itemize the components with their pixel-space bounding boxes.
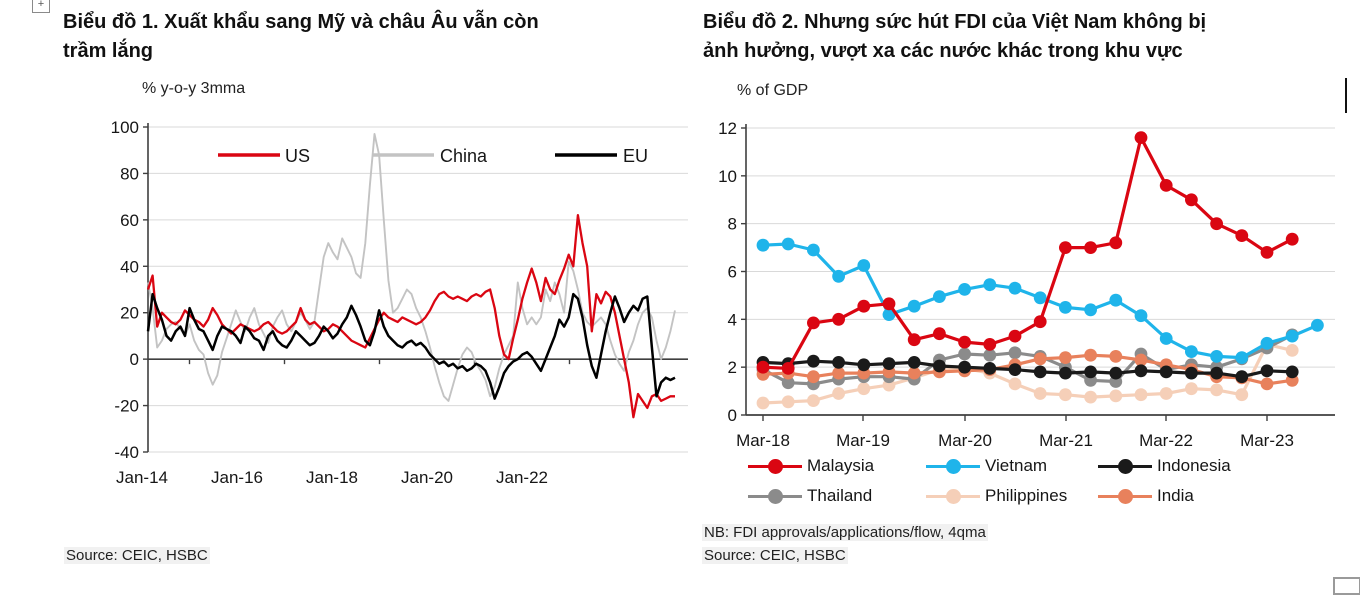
legend-marker-philippines-icon [926, 488, 980, 504]
chart2-unit-label: % of GDP [737, 82, 809, 99]
legend-label-philippines: Philippines [985, 486, 1068, 505]
legend-label-vietnam: Vietnam [985, 456, 1048, 475]
legend-item-vietnam: Vietnam [926, 453, 1047, 479]
svg-text:-20: -20 [114, 397, 139, 416]
svg-text:Mar-23: Mar-23 [1240, 431, 1294, 450]
svg-text:Mar-22: Mar-22 [1139, 431, 1193, 450]
legend-item-malaysia: Malaysia [748, 453, 874, 479]
svg-text:Jan-22: Jan-22 [496, 468, 548, 487]
svg-text:40: 40 [120, 257, 139, 276]
legend-marker-vietnam-icon [926, 458, 980, 474]
chart2-series-malaysia [762, 136, 1293, 370]
legend-label-indonesia: Indonesia [1157, 456, 1231, 475]
legend-marker-malaysia-icon [748, 458, 802, 474]
chart1-unit-label: % y-o-y 3mma [142, 80, 246, 97]
svg-text:6: 6 [728, 263, 737, 282]
legend-item-indonesia: Indonesia [1098, 453, 1231, 479]
chart2-note: NB: FDI approvals/applications/flow, 4qm… [702, 524, 988, 541]
svg-text:Jan-20: Jan-20 [401, 468, 453, 487]
chart2-plot: 12 10 8 6 4 2 0 Mar-18 Mar-19 Mar-20 Mar-21 Mar-22 M… [718, 119, 1335, 450]
svg-text:0: 0 [728, 406, 737, 425]
legend-item-philippines: Philippines [926, 483, 1067, 509]
svg-text:8: 8 [728, 215, 737, 234]
chart1-legend-label-china: China [440, 146, 488, 166]
svg-text:-40: -40 [114, 443, 139, 462]
svg-text:Jan-16: Jan-16 [211, 468, 263, 487]
chart2-source: Source: CEIC, HSBC [702, 547, 848, 564]
svg-text:Jan-14: Jan-14 [116, 468, 168, 487]
chart2-series-indonesia [762, 359, 1293, 379]
chart1-legend-label-eu: EU [623, 146, 648, 166]
svg-text:0: 0 [130, 350, 139, 369]
checkbox-icon[interactable] [1333, 577, 1360, 595]
chart1-title: Biểu đồ 1. Xuất khẩu sang Mỹ và châu Âu … [63, 8, 683, 66]
svg-text:80: 80 [120, 164, 139, 183]
chart1-legend-label-us: US [285, 146, 310, 166]
svg-text:60: 60 [120, 211, 139, 230]
chart2-title: Biểu đồ 2. Nhưng sức hút FDI của Việt Na… [703, 8, 1353, 66]
svg-text:Mar-20: Mar-20 [938, 431, 992, 450]
svg-text:Jan-18: Jan-18 [306, 468, 358, 487]
legend-item-india: India [1098, 483, 1194, 509]
legend-marker-thailand-icon [748, 488, 802, 504]
svg-text:100: 100 [111, 118, 139, 137]
chart1-title-line2: trầm lắng [63, 40, 154, 62]
svg-text:10: 10 [718, 167, 737, 186]
chart1-series-eu [146, 292, 676, 400]
chart1-series-china [147, 133, 676, 402]
svg-text:20: 20 [120, 304, 139, 323]
chart2-legend: Malaysia Vietnam Indonesia Thailand Philippi… [700, 453, 1360, 515]
chart2-title-line1: Biểu đồ 2. Nhưng sức hút FDI của Việt Na… [703, 11, 1207, 33]
legend-label-malaysia: Malaysia [807, 456, 875, 475]
chart1-plot: 100 80 60 40 20 0 -20 -40 Jan-14 Jan-16 Jan-18 Jan-… [111, 118, 688, 487]
legend-label-thailand: Thailand [807, 486, 873, 505]
svg-text:4: 4 [728, 310, 737, 329]
chart1-source: Source: CEIC, HSBC [64, 547, 210, 564]
svg-text:Mar-21: Mar-21 [1039, 431, 1093, 450]
svg-text:Mar-19: Mar-19 [836, 431, 890, 450]
chart2-series-thailand [762, 333, 1293, 386]
chart1-title-line1: Biểu đồ 1. Xuất khẩu sang Mỹ và châu Âu … [63, 11, 539, 33]
text-cursor [1345, 78, 1347, 113]
legend-item-thailand: Thailand [748, 483, 872, 509]
svg-text:2: 2 [728, 358, 737, 377]
table-move-handle-icon[interactable]: + [32, 0, 50, 13]
chart2-title-line2: ảnh hưởng, vượt xa các nước khác trong k… [703, 40, 1183, 62]
chart2-series-philippines [762, 342, 1293, 405]
legend-label-india: India [1157, 486, 1194, 505]
legend-marker-indonesia-icon [1098, 458, 1152, 474]
svg-text:12: 12 [718, 119, 737, 138]
legend-marker-india-icon [1098, 488, 1152, 504]
chart1-series-us [146, 214, 675, 419]
svg-text:Mar-18: Mar-18 [736, 431, 790, 450]
